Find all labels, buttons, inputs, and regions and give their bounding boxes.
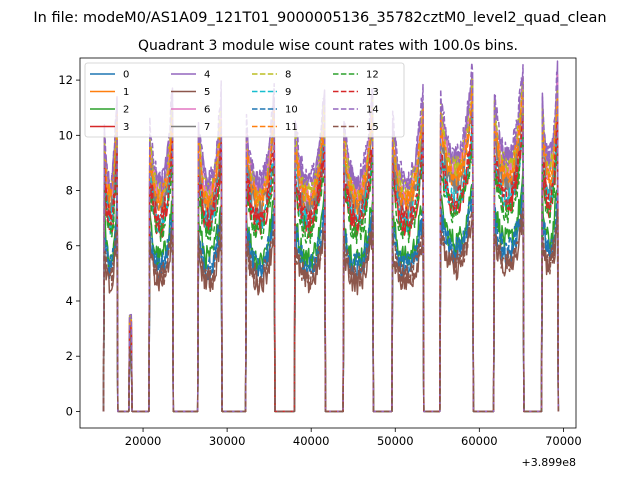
y-tick-label-0: 0 <box>66 404 73 418</box>
legend-label-module-1: 1 <box>123 87 129 98</box>
chart-title: Quadrant 3 module wise count rates with … <box>138 38 518 54</box>
y-tick-label-8: 8 <box>66 184 73 198</box>
legend-label-module-13: 13 <box>366 87 379 98</box>
legend-label-module-15: 15 <box>366 122 379 133</box>
legend-label-module-14: 14 <box>366 105 379 116</box>
legend-label-module-8: 8 <box>285 70 291 81</box>
x-tick-label-40000: 40000 <box>293 434 330 448</box>
legend-label-module-5: 5 <box>204 87 210 98</box>
x-tick-label-30000: 30000 <box>209 434 246 448</box>
x-axis: 20000 30000 40000 50000 60000 70000 <box>125 428 582 448</box>
legend-label-module-4: 4 <box>204 70 210 81</box>
x-axis-offset-label: +3.899e8 <box>522 456 576 469</box>
x-tick-label-60000: 60000 <box>461 434 498 448</box>
x-tick-label-70000: 70000 <box>545 434 582 448</box>
legend-label-module-3: 3 <box>123 122 129 133</box>
series-line-module-15 <box>102 207 560 413</box>
legend-label-module-9: 9 <box>285 87 291 98</box>
axes-frame <box>79 57 577 429</box>
x-tick-label-20000: 20000 <box>125 434 162 448</box>
y-tick-label-12: 12 <box>58 73 73 87</box>
legend-label-module-7: 7 <box>204 122 210 133</box>
legend-frame <box>84 62 405 138</box>
series-layer <box>102 60 560 413</box>
legend-label-module-2: 2 <box>123 105 129 116</box>
legend-label-module-6: 6 <box>204 105 210 116</box>
legend-label-module-12: 12 <box>366 70 379 81</box>
figure-suptitle: In file: modeM0/AS1A09_121T01_9000005136… <box>33 10 606 26</box>
y-tick-label-6: 6 <box>66 239 73 253</box>
legend-label-module-10: 10 <box>285 105 298 116</box>
y-tick-label-2: 2 <box>66 349 73 363</box>
x-tick-label-50000: 50000 <box>377 434 414 448</box>
y-tick-label-4: 4 <box>66 294 73 308</box>
legend-label-module-11: 11 <box>285 122 298 133</box>
y-axis: 0 2 4 6 8 10 12 <box>58 73 80 418</box>
legend-label-module-0: 0 <box>123 70 129 81</box>
y-tick-label-10: 10 <box>58 128 73 142</box>
